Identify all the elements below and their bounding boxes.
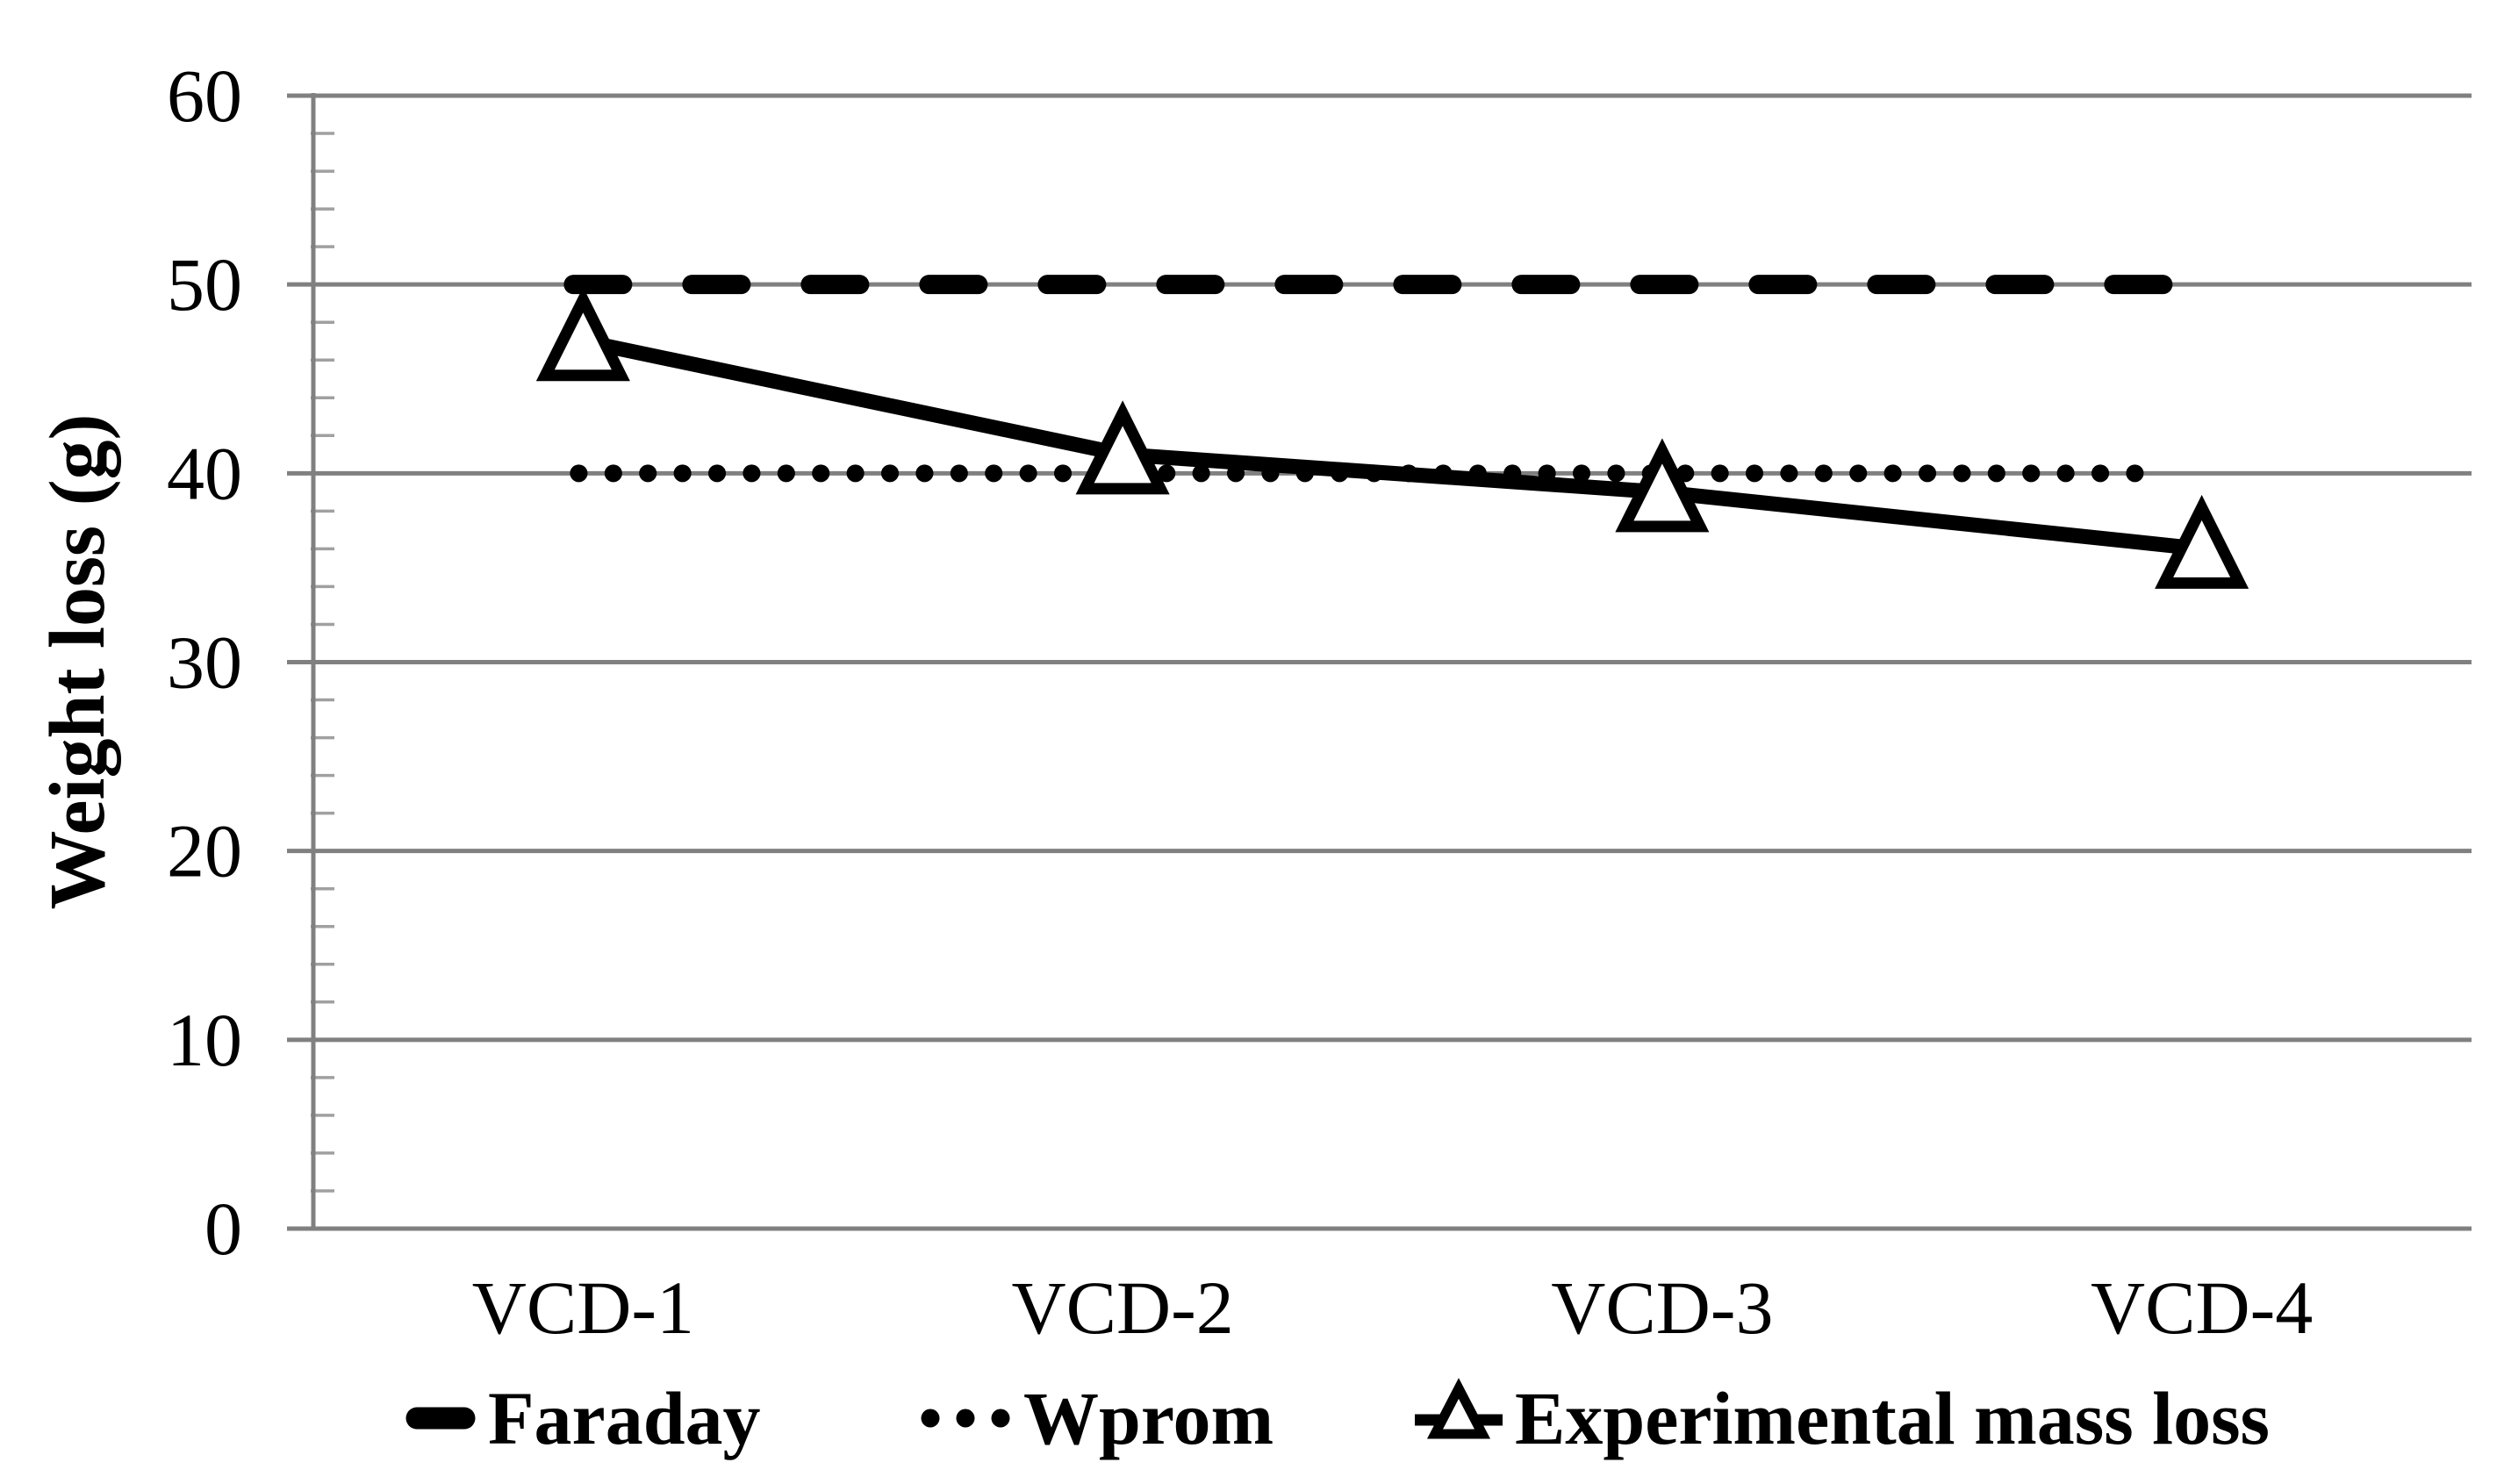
data-point-marker-triangle (2155, 494, 2249, 589)
y-tick-label: 30 (167, 620, 242, 705)
y-tick-label: 10 (167, 998, 242, 1082)
y-tick-label: 0 (204, 1186, 242, 1271)
legend-label: Wprom (1023, 1376, 1274, 1460)
legend-item-experimental-mass-loss: Experimental mass loss (1415, 1367, 2270, 1469)
data-point-marker-triangle (1615, 438, 1710, 533)
legend-triangle-line-icon (1415, 1378, 1503, 1439)
legend-item-wprom: Wprom (920, 1367, 1274, 1469)
x-category-label: VCD-2 (1012, 1265, 1234, 1350)
y-tick-label: 40 (167, 431, 242, 515)
legend-item-faraday: Faraday (405, 1367, 761, 1469)
x-category-label: VCD-4 (2091, 1265, 2313, 1350)
chart-legend: Faraday Wprom Experimental mass loss (0, 1367, 2504, 1469)
y-axis-title: Weight loss (g) (34, 413, 121, 909)
legend-thick-dash-icon (405, 1407, 476, 1430)
legend-label: Experimental mass loss (1515, 1376, 2270, 1460)
data-point-marker-triangle (1075, 400, 1170, 495)
y-tick-label: 60 (167, 54, 242, 138)
x-category-label: VCD-1 (472, 1265, 694, 1350)
axis-labels-group: 0 10 20 30 40 50 60 VCD-1 VCD-2 VCD-3 VCD-4 (167, 54, 2313, 1350)
legend-label: Faraday (488, 1376, 761, 1460)
y-tick-label: 20 (167, 809, 242, 893)
x-category-label: VCD-3 (1551, 1265, 1773, 1350)
series-experimental-line (581, 333, 2203, 556)
series-group (535, 275, 2249, 589)
legend-dots-icon (921, 1409, 1010, 1428)
y-tick-label: 50 (167, 242, 242, 326)
gridlines-group (287, 93, 2472, 1231)
data-point-marker-triangle (535, 287, 630, 382)
